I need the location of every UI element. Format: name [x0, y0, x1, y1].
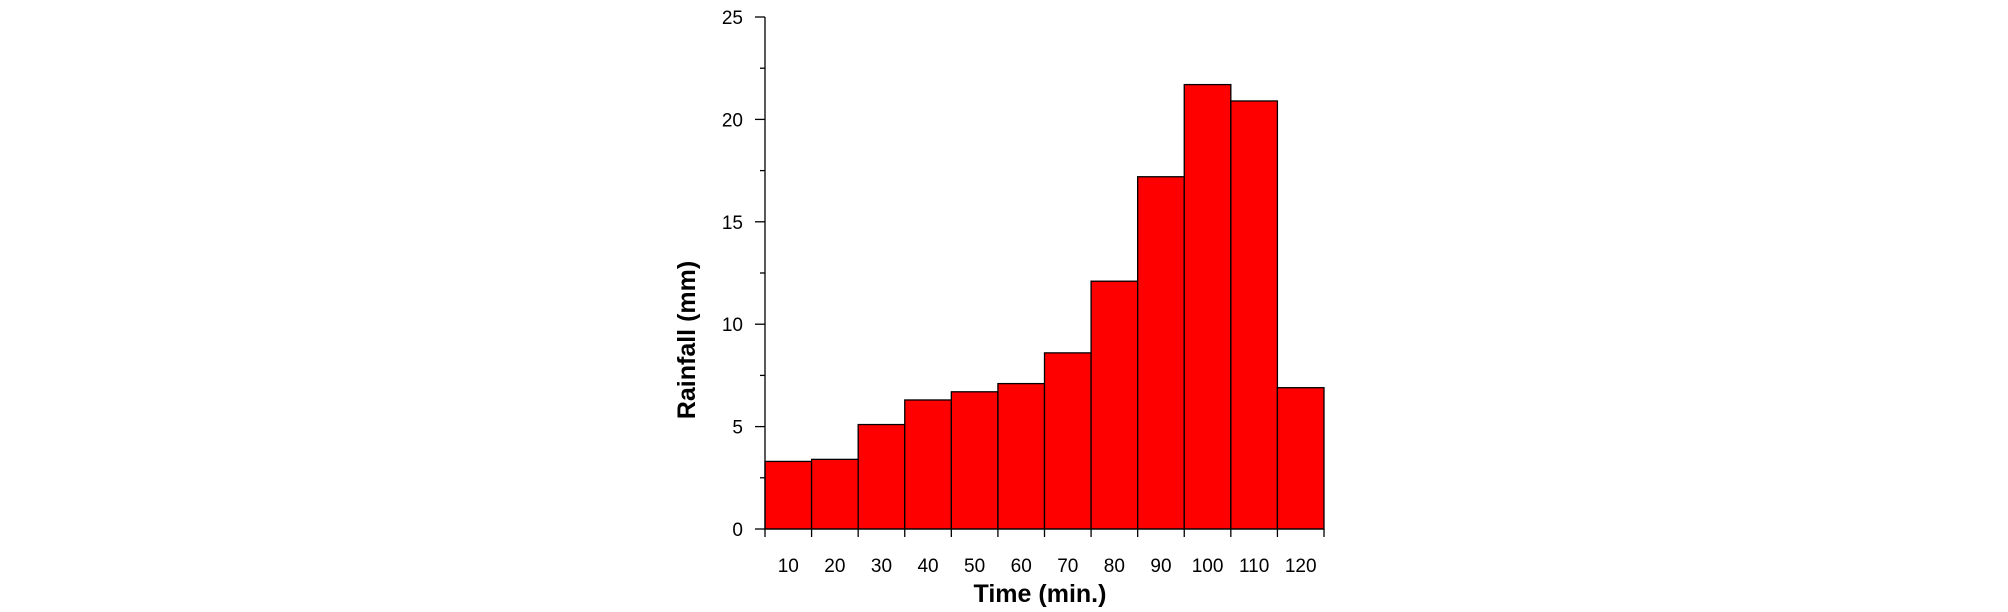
x-tick-label: 60 — [1011, 556, 1032, 577]
bar-30 — [857, 423, 906, 530]
x-tick-label: 50 — [964, 556, 985, 577]
x-tick-label: 70 — [1057, 556, 1078, 577]
x-tick-label: 100 — [1192, 556, 1224, 577]
x-axis-title: Time (min.) — [974, 580, 1107, 608]
axes-group — [755, 16, 1325, 537]
bar-10 — [764, 460, 813, 530]
bar-50 — [950, 391, 999, 530]
bar-90 — [1137, 176, 1185, 530]
y-tick-label: 5 — [732, 418, 743, 439]
y-axis-title: Rainfall (mm) — [673, 261, 701, 419]
bar-20 — [810, 458, 859, 530]
bar-70 — [1043, 352, 1092, 530]
x-tick-label: 30 — [871, 556, 892, 577]
y-tick-label: 10 — [722, 315, 743, 336]
x-tick-label: 80 — [1104, 556, 1125, 577]
x-tick-label: 10 — [778, 556, 799, 577]
y-tick-label: 20 — [722, 110, 743, 131]
tick-labels-group: 0 5 10 15 20 25 10 20 30 40 50 60 70 80 90 100 110 120 — [722, 8, 1317, 577]
x-tick-label: 110 — [1239, 556, 1269, 577]
bar-60 — [997, 382, 1046, 530]
bar-100 — [1183, 83, 1232, 530]
x-tick-label: 20 — [824, 556, 845, 577]
bar-80 — [1090, 280, 1139, 530]
y-tick-label: 15 — [722, 213, 743, 234]
y-tick-label: 25 — [722, 8, 743, 29]
bars-group — [764, 83, 1325, 530]
bar-40 — [904, 399, 952, 530]
x-tick-label: 40 — [917, 556, 938, 577]
y-tick-label: 0 — [732, 520, 743, 541]
bar-110 — [1230, 100, 1279, 530]
x-tick-label: 120 — [1285, 556, 1317, 577]
bar-120 — [1276, 387, 1325, 530]
x-tick-label: 90 — [1150, 556, 1171, 577]
